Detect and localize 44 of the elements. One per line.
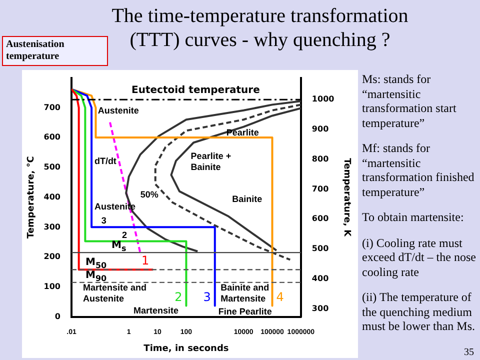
y2-tick-label: 800 <box>312 154 330 164</box>
annotation: 50% <box>140 189 158 200</box>
text: To obtain martensite: <box>362 210 465 224</box>
y2-tick-label: 1000 <box>312 94 335 104</box>
y2-tick-label: 700 <box>312 184 330 194</box>
annotation: Pearlite <box>226 127 259 138</box>
annotation: Pearlite + Bainite <box>190 151 232 172</box>
series-label: 3 <box>101 216 106 226</box>
y2-tick-label: 900 <box>312 124 330 134</box>
y2-tick-label: 300 <box>312 304 330 313</box>
y-axis-title: Temperature, °C <box>26 156 37 239</box>
y-tick-label: 400 <box>44 192 61 202</box>
ref-line-label: Eutectoid temperature <box>132 85 260 96</box>
text: (ii) The temperature of the quenching medium must be lower than Ms. <box>362 290 476 334</box>
annotation: 3 <box>203 290 211 304</box>
chart-title: The time-temperature transformation (TTT) curves - why quenching ? <box>110 4 410 52</box>
y2-axis-title: Temperature, K <box>341 158 352 238</box>
series-label: 1 <box>141 254 150 268</box>
annotation: dT/dt <box>94 156 116 166</box>
text: Austenisation temperature <box>2 36 108 66</box>
text: Mf: stands for “martensitic transformation finished temperature” <box>362 141 476 199</box>
y-tick-label: 100 <box>44 282 61 292</box>
y2-tick-label: 400 <box>312 274 330 283</box>
series-label: 2 <box>122 230 127 240</box>
annotation: Martensite and Austenite <box>82 282 146 304</box>
text: 35 <box>464 347 474 358</box>
text: (i) Cooling rate must exceed dT/dt – the nose cooling rate <box>362 236 477 279</box>
y-tick-label: 700 <box>44 102 61 112</box>
annotation: Austenite <box>98 106 139 116</box>
y-tick-label: 600 <box>44 132 61 142</box>
y-tick-label: 500 <box>44 162 61 172</box>
y-tick-label: 300 <box>44 222 61 232</box>
series-label: 4 <box>276 290 284 304</box>
annotation: Martensite <box>133 305 178 316</box>
text: Ms: stands for “martensitic transformation start temperature” <box>362 72 458 130</box>
annotation: Bainite and Martensite <box>220 282 270 304</box>
annotation: 2 <box>174 290 182 304</box>
y2-tick-label: 600 <box>312 214 330 224</box>
y2-tick-label: 500 <box>312 244 330 254</box>
annotation: Fine Pearlite <box>218 306 272 317</box>
y-tick-label: 200 <box>44 252 61 262</box>
x-axis-title: Time, in seconds <box>144 344 229 354</box>
y-tick-label: 0 <box>54 312 61 321</box>
annotation: Bainite <box>232 194 262 204</box>
